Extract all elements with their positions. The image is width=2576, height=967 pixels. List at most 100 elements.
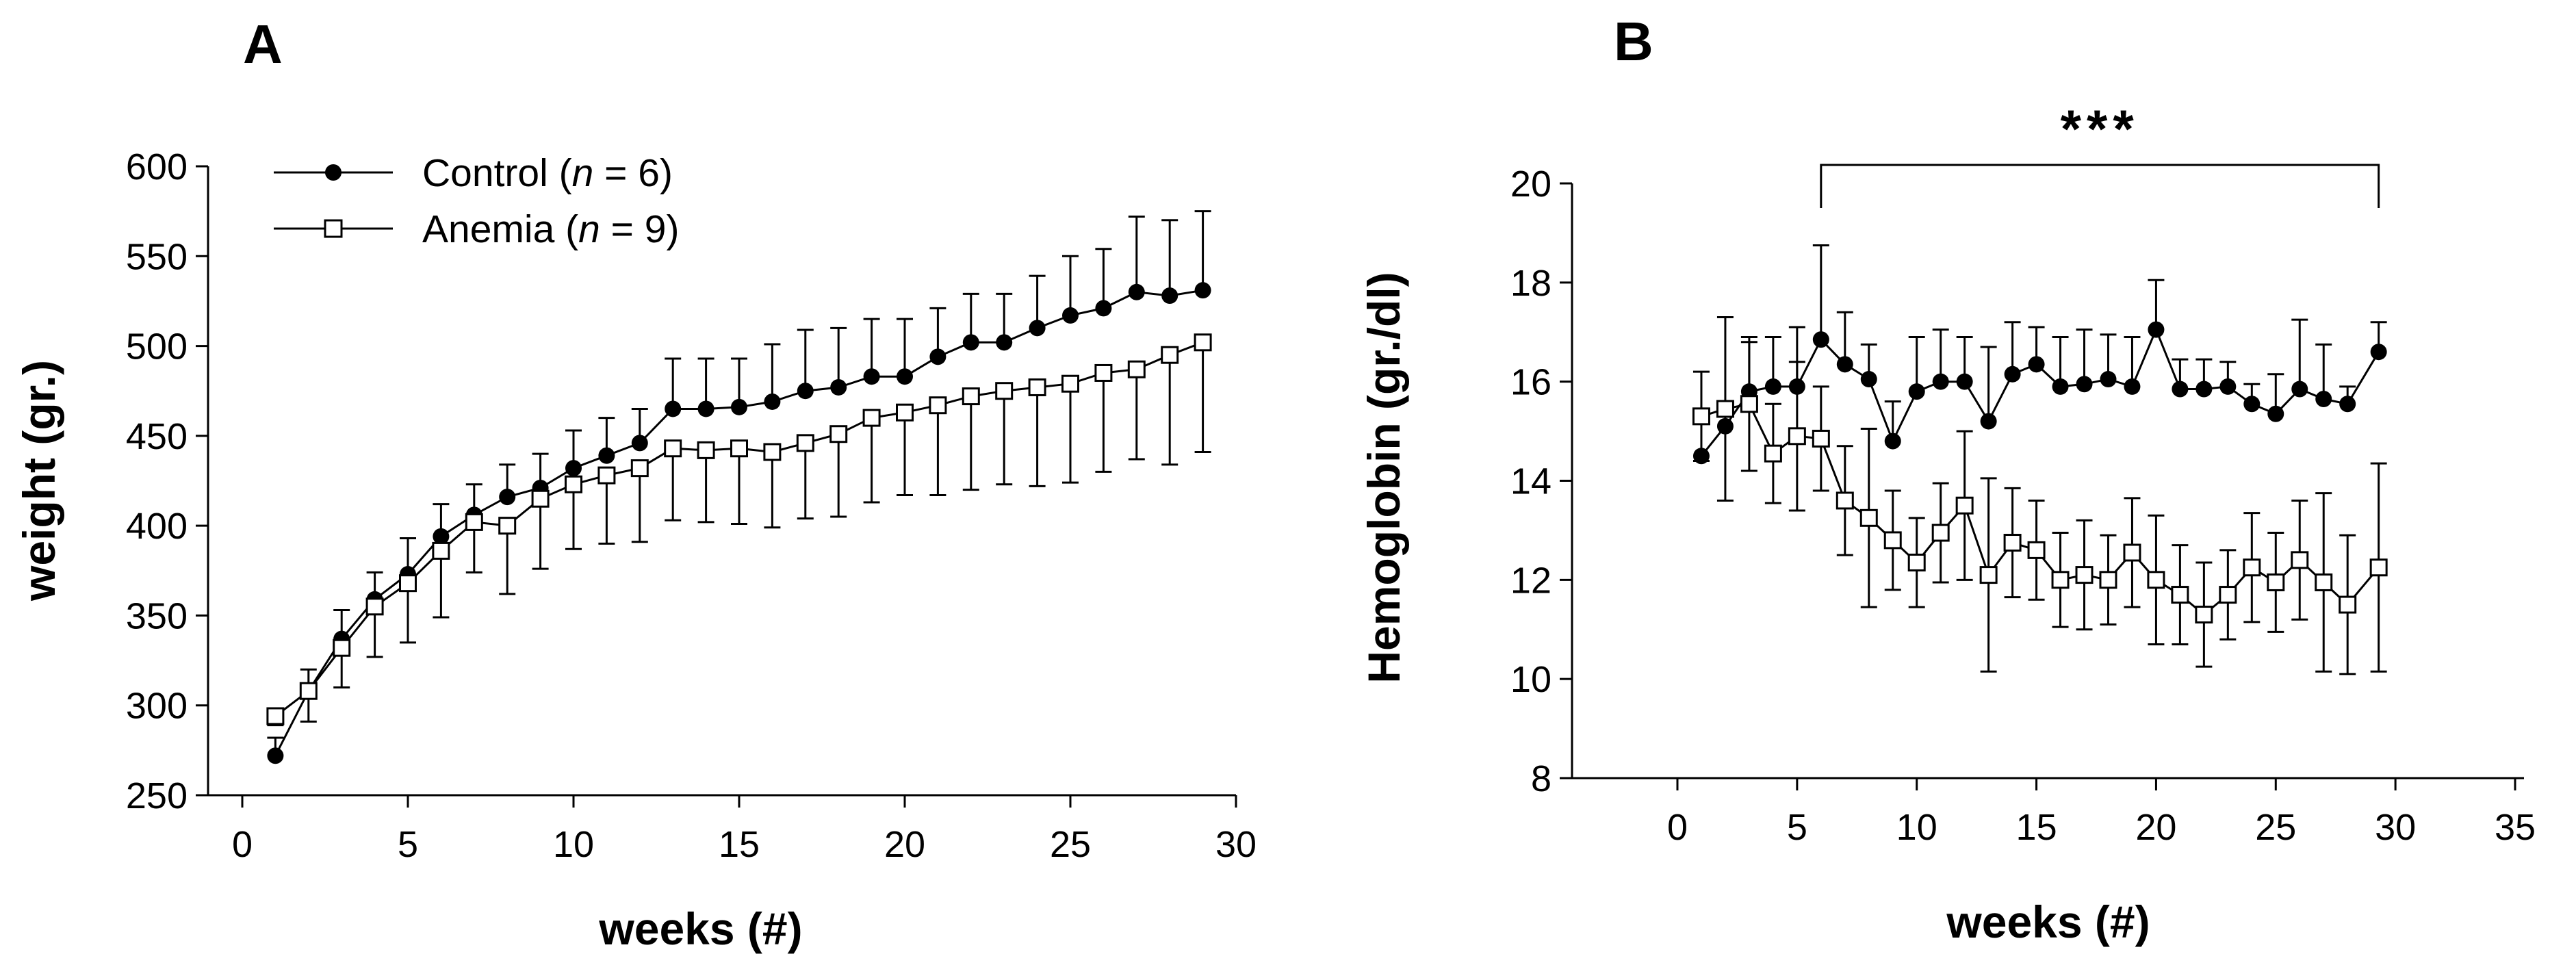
data-point — [333, 639, 351, 657]
data-point — [631, 435, 648, 452]
significance-annotation: *** — [1820, 99, 2380, 208]
data-point — [829, 425, 848, 443]
data-point — [597, 466, 616, 485]
data-point — [1062, 307, 1079, 324]
legend-anemia-marker — [324, 219, 343, 238]
data-point — [1836, 356, 1853, 373]
data-point — [598, 447, 615, 464]
data-point — [1931, 524, 1950, 542]
y-tick-label: 550 — [126, 236, 188, 277]
x-tick-label: 5 — [398, 824, 418, 865]
data-point — [665, 400, 682, 417]
data-point — [365, 597, 384, 616]
data-point — [2051, 571, 2070, 589]
data-point — [1907, 553, 1926, 571]
y-tick-label: 350 — [126, 595, 188, 636]
y-tick-label: 250 — [126, 775, 188, 816]
data-point — [2147, 571, 2165, 589]
data-point — [565, 460, 582, 477]
panel-b-series — [1692, 244, 2388, 675]
legend-control-marker — [325, 164, 342, 181]
data-point — [1692, 407, 1710, 426]
data-point — [2243, 396, 2261, 413]
data-point — [764, 393, 781, 410]
x-tick-label: 0 — [1667, 807, 1688, 848]
data-point — [2267, 405, 2284, 422]
data-point — [2100, 371, 2117, 388]
y-tick-label: 14 — [1510, 461, 1551, 502]
data-point — [630, 459, 649, 478]
data-point — [1061, 374, 1079, 393]
data-point — [2099, 571, 2117, 589]
panel-b-x-axis-title: weeks (#) — [1946, 897, 2150, 947]
data-point — [731, 398, 747, 415]
data-point — [1094, 363, 1113, 382]
data-point — [962, 334, 979, 351]
data-point — [565, 475, 582, 493]
data-point — [1740, 395, 1758, 413]
data-point — [2315, 391, 2332, 408]
data-point — [1095, 300, 1112, 317]
data-point — [2075, 566, 2094, 584]
data-point — [1194, 282, 1211, 299]
y-tick-label: 16 — [1510, 362, 1551, 403]
data-point — [2315, 573, 2333, 591]
data-point — [929, 348, 946, 365]
legend-control-label: Control (n = 6) — [422, 151, 673, 195]
y-tick-label: 12 — [1510, 560, 1551, 601]
series-control — [1692, 244, 2387, 465]
panel-b-y-axis-title: Hemoglobin (gr./dl) — [1358, 272, 1409, 683]
data-point — [1908, 383, 1925, 400]
data-point — [797, 383, 814, 400]
data-point — [995, 382, 1014, 400]
panel-b-letter: B — [1614, 11, 1653, 72]
series-anemia — [266, 333, 1212, 727]
data-point — [730, 439, 748, 458]
data-point — [1955, 496, 1974, 515]
data-point — [763, 443, 782, 461]
data-point — [1161, 346, 1179, 364]
data-point — [863, 368, 880, 385]
data-point — [2339, 595, 2357, 614]
x-tick-label: 30 — [2375, 807, 2416, 848]
data-point — [962, 387, 980, 406]
data-point — [862, 409, 881, 427]
data-point — [2076, 376, 2093, 393]
data-point — [2291, 381, 2308, 398]
y-tick-label: 20 — [1510, 164, 1551, 205]
data-point — [1979, 566, 1998, 584]
data-point — [896, 403, 914, 422]
y-tick-label: 10 — [1510, 659, 1551, 700]
data-point — [2267, 573, 2285, 591]
x-tick-label: 10 — [553, 824, 594, 865]
data-point — [1932, 373, 1949, 390]
data-point — [996, 334, 1013, 351]
data-point — [2195, 606, 2213, 624]
data-point — [2243, 558, 2261, 577]
series-control — [267, 210, 1211, 764]
data-point — [1980, 413, 1997, 430]
panel-a-legend: Control (n = 6) Anemia (n = 9) — [274, 151, 679, 251]
data-point — [796, 434, 814, 452]
panel-a-x-ticks: 0 5 10 15 20 25 30 — [232, 795, 1257, 865]
x-tick-label: 30 — [1215, 824, 1257, 865]
data-point — [2124, 378, 2141, 395]
data-point — [2291, 551, 2309, 569]
data-point — [2027, 541, 2046, 559]
data-point — [2123, 543, 2141, 562]
x-tick-label: 10 — [1896, 807, 1937, 848]
data-point — [1764, 444, 1782, 463]
y-tick-label: 600 — [126, 146, 188, 188]
series-anemia — [1692, 316, 2388, 675]
data-point — [2148, 321, 2165, 338]
data-point — [1128, 283, 1145, 300]
data-point — [697, 441, 715, 459]
panel-a-series — [266, 210, 1212, 764]
data-point — [465, 513, 483, 531]
data-point — [1956, 373, 1973, 390]
data-point — [266, 707, 285, 725]
data-point — [432, 541, 450, 560]
data-point — [399, 574, 417, 593]
panel-b: B 8 10 12 14 16 18 20 0 5 10 15 20 25 30 35 *** weeks… — [1358, 11, 2536, 947]
